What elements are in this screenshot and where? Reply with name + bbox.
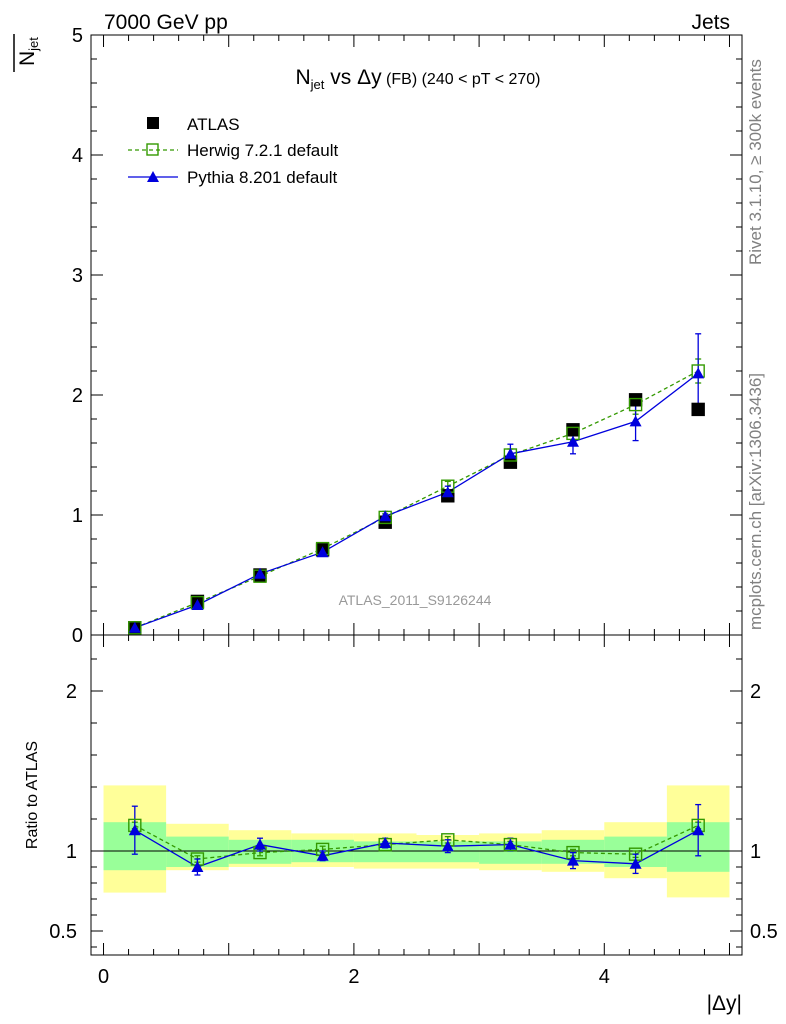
- title-sub: jet: [310, 77, 325, 92]
- xtick-label: 4: [599, 966, 610, 988]
- ratio-pythia-point: [191, 861, 204, 872]
- atlas-point: [566, 423, 580, 437]
- ratio-ytick-label-right: 2: [750, 681, 761, 703]
- ratio-panel-frame: [90, 634, 743, 956]
- title-small: (FB) (240 < pT < 270): [382, 71, 541, 88]
- herwig-point: [628, 397, 643, 412]
- legend-herwig-label: Herwig 7.2.1 default: [187, 141, 338, 160]
- ratio-pythia-point: [692, 824, 705, 836]
- x-axis-label: |Δy|: [707, 992, 742, 1015]
- xtick-label: 0: [98, 966, 109, 988]
- legend-pythia-marker: [147, 171, 159, 182]
- ratio-herwig-line: [134, 824, 699, 860]
- ratio-ytick-label-left: 2: [66, 681, 77, 703]
- pythia-point: [316, 546, 329, 558]
- axis-ticks: 0 1 2 3 4 5 0.5 0.5 1 1 2 2 0 2 4: [49, 25, 778, 988]
- pythia-point: [128, 621, 141, 633]
- ratio-pythia-point: [441, 840, 454, 852]
- legend: ATLAS Herwig 7.2.1 default Pythia 8.201 …: [128, 115, 338, 187]
- ratio-ytick-label-right: 0.5: [750, 921, 778, 943]
- pythia-point: [629, 415, 642, 427]
- ratio-pythia-point: [128, 824, 141, 836]
- pythia-point: [504, 447, 517, 459]
- legend-atlas-marker: [147, 117, 159, 129]
- analysis-watermark: ATLAS_2011_S9126244: [339, 592, 492, 608]
- ratio-ytick-label-right: 1: [750, 841, 761, 863]
- mcplots-source-label: mcplots.cern.ch [arXiv:1306.3436]: [746, 373, 765, 630]
- pythia-point: [379, 510, 392, 522]
- top-ytick-label: 2: [72, 385, 83, 407]
- title-vs: vs Δy: [324, 66, 382, 89]
- pythia-point: [254, 567, 267, 579]
- ratio-uncertainty-bands: [91, 785, 742, 898]
- atlas-point: [691, 402, 705, 417]
- ratio-ytick-label-left: 1: [66, 841, 77, 863]
- pythia-point: [692, 367, 705, 379]
- ratio-ylabel: Ratio to ATLAS: [24, 741, 41, 849]
- pythia-point: [191, 599, 204, 610]
- ratio-pythia-point: [566, 854, 579, 866]
- xtick-label: 2: [348, 966, 359, 988]
- ratio-pythia-point: [316, 849, 329, 861]
- ratio-pythia-point: [379, 837, 392, 848]
- plot-title: Njet vs Δy (FB) (240 < pT < 270): [296, 66, 541, 92]
- pythia-point: [441, 486, 454, 498]
- title-main: N: [296, 66, 311, 89]
- pythia-point: [566, 435, 579, 447]
- top-ylabel: Njet: [13, 34, 41, 72]
- top-ytick-label: 4: [72, 145, 83, 167]
- ratio-pythia-point: [254, 838, 267, 850]
- top-ytick-label: 3: [72, 265, 83, 287]
- ylabel-main: N: [16, 51, 39, 66]
- ylabel-sub: jet: [26, 37, 41, 52]
- ratio-pythia-point: [504, 838, 517, 850]
- top-ytick-label: 5: [72, 25, 83, 47]
- ratio-pythia-line: [134, 829, 699, 868]
- ratio-pythia-point: [629, 857, 642, 869]
- ratio-ytick-label-left: 0.5: [49, 921, 77, 943]
- legend-atlas-label: ATLAS: [187, 115, 240, 134]
- legend-herwig-marker: [146, 143, 159, 156]
- svg-text:Njet: Njet: [16, 37, 41, 66]
- herwig-line: [134, 370, 699, 629]
- header-category-label: Jets: [691, 11, 730, 34]
- pythia-line: [134, 372, 699, 629]
- top-ytick-label: 0: [72, 625, 83, 647]
- rivet-version-label: Rivet 3.1.10, ≥ 300k events: [746, 59, 765, 265]
- legend-pythia-label: Pythia 8.201 default: [187, 168, 338, 187]
- data-marks: [128, 333, 705, 876]
- top-ytick-label: 1: [72, 505, 83, 527]
- atlas-point: [628, 393, 643, 407]
- header-energy-label: 7000 GeV pp: [104, 11, 228, 34]
